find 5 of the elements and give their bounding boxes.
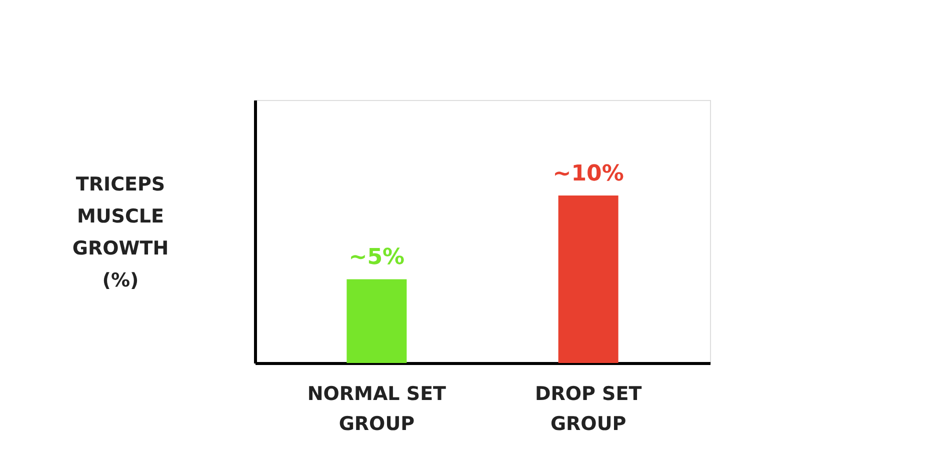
x-tick-label: NORMAL SET GROUP [307,383,446,435]
y-axis-title: TRICEPS MUSCLE GROWTH (%) [72,174,169,292]
data-label: ~10% [552,161,624,186]
data-label: ~5% [348,245,405,270]
x-tick-label: DROP SET GROUP [534,383,642,435]
